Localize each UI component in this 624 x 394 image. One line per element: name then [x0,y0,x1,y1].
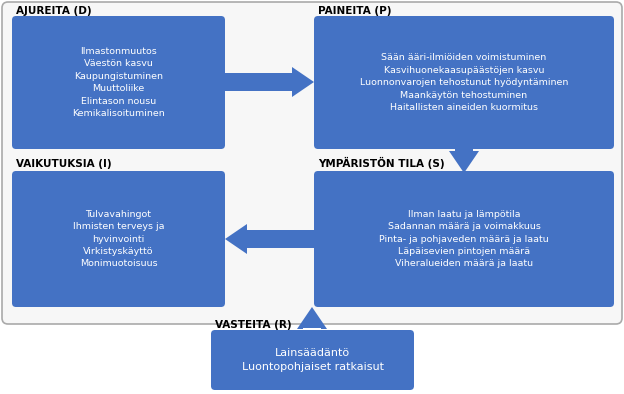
Text: VASTEITA (R): VASTEITA (R) [215,320,291,330]
Text: YMPÄRISTÖN TILA (S): YMPÄRISTÖN TILA (S) [318,157,445,169]
Text: Tulvavahingot
Ihmisten terveys ja
hyvinvointi
Virkistyskäyttö
Monimuotoisuus: Tulvavahingot Ihmisten terveys ja hyvinv… [73,210,164,268]
Text: Lainsäädäntö
Luontopohjaiset ratkaisut: Lainsäädäntö Luontopohjaiset ratkaisut [241,348,384,372]
FancyBboxPatch shape [2,2,622,324]
Text: PAINEITA (P): PAINEITA (P) [318,6,391,16]
Text: VAIKUTUKSIA (I): VAIKUTUKSIA (I) [16,159,112,169]
Text: Ilmastonmuutos
Väestön kasvu
Kaupungistuminen
Muuttoliike
Elintason nousu
Kemika: Ilmastonmuutos Väestön kasvu Kaupungistu… [72,47,165,118]
Text: Ilman laatu ja lämpötila
Sadannan määrä ja voimakkuus
Pinta- ja pohjaveden määrä: Ilman laatu ja lämpötila Sadannan määrä … [379,210,549,268]
Polygon shape [225,67,314,97]
Polygon shape [449,147,479,173]
Polygon shape [225,224,314,254]
FancyBboxPatch shape [314,16,614,149]
FancyBboxPatch shape [314,171,614,307]
Text: AJUREITA (D): AJUREITA (D) [16,6,92,16]
FancyBboxPatch shape [12,171,225,307]
Polygon shape [297,307,327,329]
Text: Sään ääri-ilmiöiden voimistuminen
Kasvihuonekaasupäästöjen kasvu
Luonnonvarojen : Sään ääri-ilmiöiden voimistuminen Kasvih… [360,53,568,112]
FancyBboxPatch shape [12,16,225,149]
FancyBboxPatch shape [211,330,414,390]
